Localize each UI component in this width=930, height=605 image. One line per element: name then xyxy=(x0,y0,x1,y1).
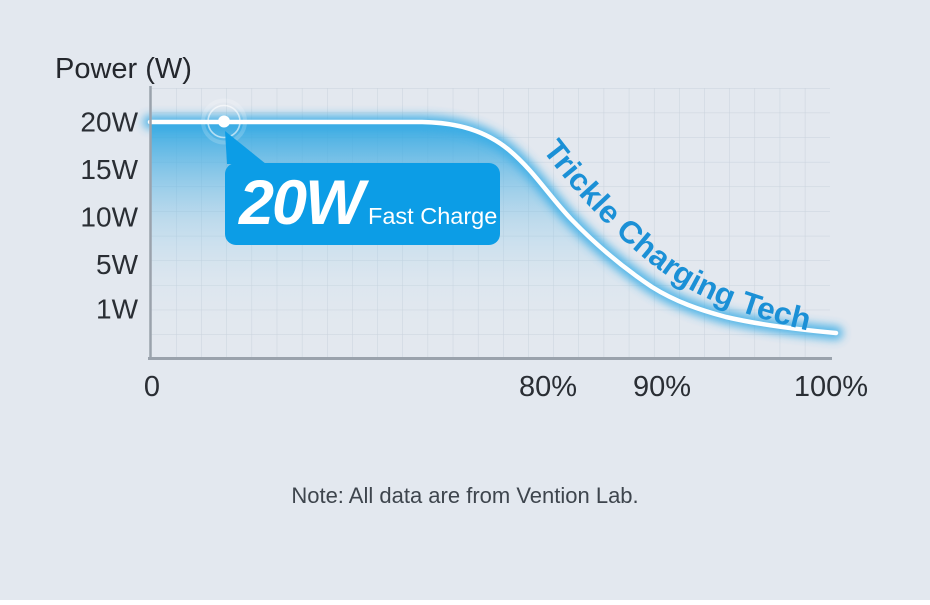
x-tick-0: 0 xyxy=(144,371,160,403)
x-tick-90: 90% xyxy=(633,371,691,403)
y-tick-15w: 15W xyxy=(80,154,138,185)
y-tick-1w: 1W xyxy=(96,294,139,325)
x-tick-100: 100% xyxy=(794,371,868,403)
marker-ring xyxy=(207,104,241,139)
note-text: Note: All data are from Vention Lab. xyxy=(291,483,638,508)
y-tick-20w: 20W xyxy=(80,107,138,138)
callout-box xyxy=(225,163,500,245)
callout-pointer xyxy=(225,131,266,164)
marker-outer-halo xyxy=(201,98,247,145)
fast-charge-callout: 20W Fast Charge xyxy=(225,131,500,245)
bottom-strip xyxy=(0,600,930,605)
y-tick-5w: 5W xyxy=(96,249,139,280)
power-curve xyxy=(147,119,839,336)
marker-dot xyxy=(218,115,230,128)
callout-label: Fast Charge xyxy=(368,203,497,229)
data-point-marker xyxy=(201,98,247,145)
y-tick-10w: 10W xyxy=(80,202,138,233)
chart-title: Power (W) xyxy=(55,53,192,85)
x-tick-80: 80% xyxy=(519,371,577,403)
callout-value: 20W xyxy=(238,168,369,238)
